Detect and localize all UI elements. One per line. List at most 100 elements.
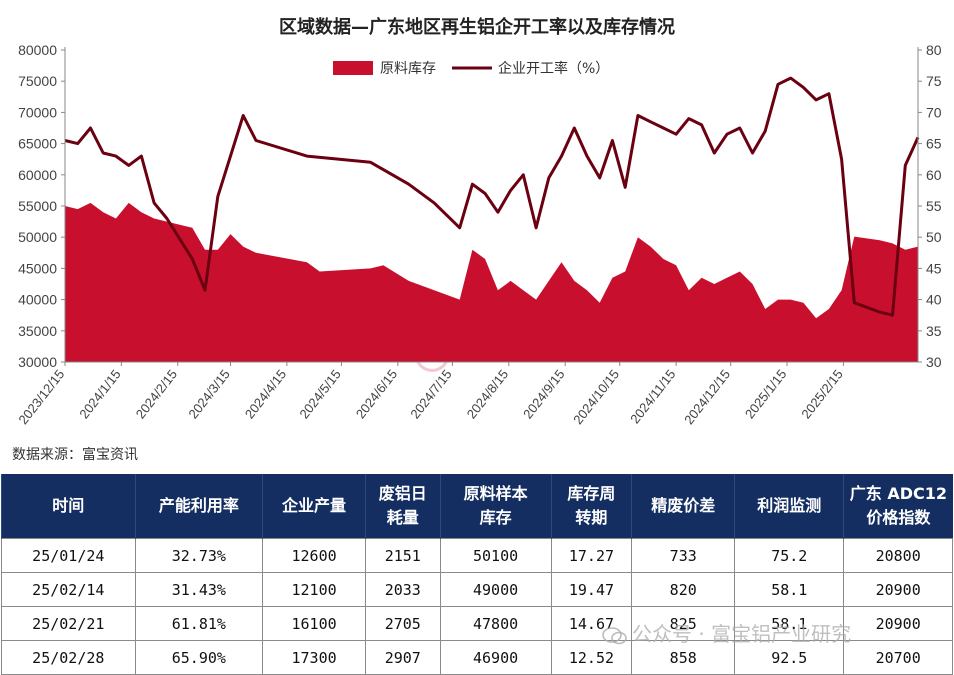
table-cell: 2033: [365, 572, 441, 607]
table-cell: 12600: [262, 538, 367, 573]
legend-label-rate: 企业开工率（%）: [498, 60, 609, 77]
data-source: 数据来源：富宝资讯: [12, 447, 138, 463]
table-header-text: 废铝日: [378, 484, 427, 503]
x-tick-label: 2024/11/15: [627, 367, 678, 427]
table-header-text: 原料样本: [463, 484, 528, 503]
table-header-text: 价格指数: [866, 508, 931, 527]
right-tick-label: 30: [926, 354, 942, 370]
right-tick-label: 40: [926, 292, 942, 308]
table-cell: 12.52: [550, 640, 633, 675]
table-header-cell: 库存周 转期: [550, 474, 632, 539]
right-tick-label: 50: [926, 229, 942, 245]
left-tick-label: 55000: [18, 198, 57, 214]
table-row: 25/02/28 65.90% 17300 2907 46900 12.52 858 92.5…: [1, 640, 953, 675]
x-tick-label: 2024/10/15: [570, 367, 622, 428]
table-body: 25/01/24 32.73% 12600 2151 50100 17.27 733 75.2…: [1, 538, 953, 675]
table-header-cell: 时间: [1, 474, 136, 539]
table-cell: 2705: [365, 606, 441, 641]
x-tick-label: 2024/3/15: [185, 367, 232, 422]
table-header-cell: 广东 ADC12 价格指数: [843, 474, 953, 539]
left-tick-label: 30000: [18, 354, 57, 370]
legend: 原料库存 企业开工率（%）: [333, 60, 609, 77]
x-tick-label: 2024/5/15: [296, 367, 343, 422]
table-cell: 92.5: [734, 640, 845, 675]
right-tick-label: 80: [926, 42, 942, 58]
table-cell: 50100: [439, 538, 552, 573]
series-layer: [64, 76, 920, 362]
table-header-text: 耗量: [386, 508, 419, 527]
left-tick-label: 80000: [18, 42, 57, 58]
table-cell: 31.43%: [134, 572, 264, 607]
table-cell: 17300: [262, 640, 367, 675]
table-header-cell: 原料样本 库存: [439, 474, 552, 539]
table-header-text: 产能利用率: [158, 496, 239, 515]
table-cell: 20700: [843, 640, 953, 675]
x-tick-label: 2024/7/15: [407, 367, 454, 422]
table-cell: 49000: [439, 572, 552, 607]
x-tick-label: 2024/9/15: [520, 367, 567, 422]
table-row: 25/02/14 31.43% 12100 2033 49000 19.47 820 58.1…: [1, 572, 953, 607]
left-tick-label: 50000: [18, 229, 57, 245]
table-cell: 2907: [365, 640, 441, 675]
table-header-text: 企业产量: [282, 496, 347, 515]
left-tick-label: 65000: [18, 136, 57, 152]
table-header-text: 利润监测: [757, 496, 822, 515]
table-header-cell: 精废价差: [631, 474, 735, 539]
table-cell: 20900: [843, 606, 953, 641]
right-tick-label: 70: [926, 104, 942, 120]
table-cell: 12100: [262, 572, 367, 607]
bottom-watermark-text: 公众号 · 富宝铝产业研究: [632, 622, 852, 646]
right-tick-label: 55: [926, 198, 942, 214]
inventory-area: [65, 202, 918, 362]
x-tick-label: 2023/12/15: [15, 367, 67, 428]
table-cell: 19.47: [550, 572, 633, 607]
table-cell: 20900: [843, 572, 953, 607]
bottom-watermark: 公众号 · 富宝铝产业研究: [602, 618, 851, 647]
x-tick-label: 2024/2/15: [133, 367, 180, 422]
right-tick-label: 75: [926, 73, 942, 89]
table-cell: 17.27: [550, 538, 633, 573]
table-cell: 820: [631, 572, 736, 607]
rate-line: [64, 76, 920, 317]
right-tick-label: 65: [926, 136, 942, 152]
x-tick-label: 2024/4/15: [242, 367, 289, 422]
table-header-text: 库存: [479, 508, 512, 527]
x-tick-label: 2024/12/15: [681, 367, 733, 428]
x-tick-label: 2025/2/15: [798, 367, 845, 422]
left-tick-label: 60000: [18, 167, 57, 183]
table-cell: 46900: [439, 640, 552, 675]
data-table: 时间 产能利用率 企业产量 废铝日 耗量 原料样本 库存 库存周 转期 精废价差 利润监测 广东 AD…: [1, 474, 953, 675]
table-header-row: 时间 产能利用率 企业产量 废铝日 耗量 原料样本 库存 库存周 转期 精废价差 利润监测 广东 AD…: [1, 474, 953, 539]
table-row: 25/02/21 61.81% 16100 2705 47800 14.67 825 58.1…: [1, 606, 953, 641]
x-tick-label: 2025/1/15: [742, 367, 789, 422]
right-tick-label: 45: [926, 260, 942, 276]
right-tick-label: 35: [926, 323, 942, 339]
table-cell: 32.73%: [134, 538, 264, 573]
table-header-cell: 企业产量: [262, 474, 366, 539]
x-tick-label: 2024/8/15: [464, 367, 511, 422]
left-tick-label: 75000: [18, 73, 57, 89]
table-cell: 75.2: [734, 538, 845, 573]
table-cell: 825: [631, 606, 736, 641]
left-tick-label: 35000: [18, 323, 57, 339]
legend-label-inventory: 原料库存: [380, 61, 436, 77]
table-cell: 61.81%: [134, 606, 264, 641]
chart-title: 区域数据—广东地区再生铝企开工率以及库存情况: [279, 16, 675, 38]
table-row: 25/01/24 32.73% 12600 2151 50100 17.27 733 75.2…: [1, 538, 953, 573]
table-cell: 20800: [843, 538, 953, 573]
table-cell: 858: [631, 640, 736, 675]
table-header-cell: 产能利用率: [134, 474, 263, 539]
x-tick-label: 2024/1/15: [76, 367, 123, 422]
x-tick-label: 2024/6/15: [353, 367, 400, 422]
table-cell: 47800: [439, 606, 552, 641]
legend-swatch-inventory: [333, 61, 373, 75]
left-tick-label: 40000: [18, 292, 57, 308]
table-header-text: 转期: [575, 508, 608, 527]
table-cell: 58.1: [734, 572, 845, 607]
table-header-cell: 废铝日 耗量: [365, 474, 440, 539]
table-cell: 14.67: [550, 606, 633, 641]
table-cell: 58.1: [734, 606, 845, 641]
table-cell: 733: [631, 538, 736, 573]
table-cell: 25/02/28: [1, 640, 136, 675]
table-header-cell: 利润监测: [734, 474, 844, 539]
